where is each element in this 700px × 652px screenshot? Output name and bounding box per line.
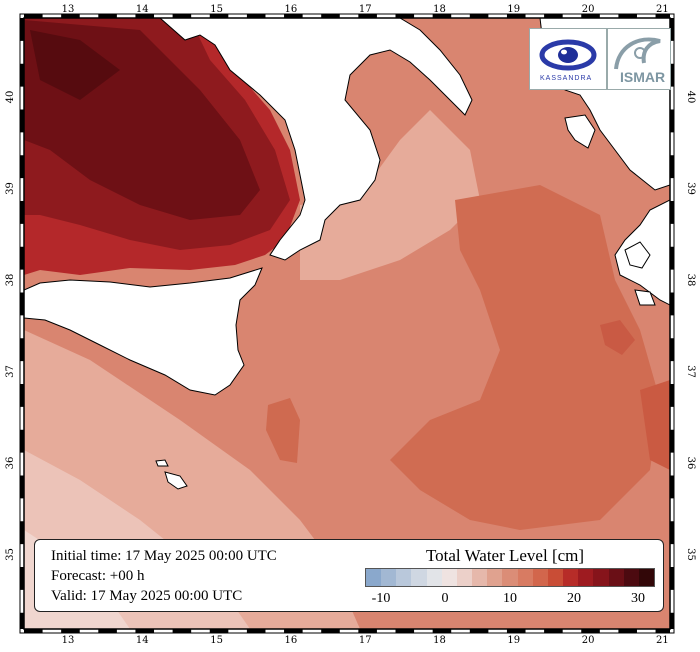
kassandra-logo-text: KASSANDRA xyxy=(540,75,593,82)
latitude-tick-label: 38 xyxy=(685,274,696,287)
kassandra-logo: KASSANDRA xyxy=(529,28,607,90)
latitude-tick-label: 35 xyxy=(5,548,16,561)
longitude-tick-label: 19 xyxy=(507,4,520,15)
latitude-tick-label: 40 xyxy=(5,91,16,104)
colorbar-label-20: 20 xyxy=(567,591,581,606)
colorbar-swatch xyxy=(593,569,609,586)
colorbar-swatch xyxy=(426,569,442,586)
colorbar-title: Total Water Level [cm] xyxy=(425,546,585,565)
colorbar-swatch xyxy=(472,569,488,586)
ismar-logo: ISMAR xyxy=(607,28,671,90)
colorbar-swatch xyxy=(623,569,639,586)
latitude-tick-label: 36 xyxy=(685,457,696,470)
colorbar-swatch xyxy=(396,569,412,586)
sea-dark-patch-2 xyxy=(600,320,635,355)
latitude-tick-label: 37 xyxy=(5,365,16,378)
latitude-tick-label: 37 xyxy=(685,365,696,378)
longitude-tick-label: 13 xyxy=(62,635,75,646)
colorbar-swatch xyxy=(487,569,503,586)
frame-checker xyxy=(20,14,674,633)
latitude-labels-left: 40 39 38 37 36 35 xyxy=(5,91,16,561)
colorbar-swatch xyxy=(563,569,579,586)
latitude-tick-label: 39 xyxy=(5,182,16,195)
map-frame xyxy=(23,17,671,630)
colorbar-label-minus10: -10 xyxy=(371,591,391,606)
longitude-tick-label: 17 xyxy=(359,635,372,646)
land-cephalonia xyxy=(624,241,651,269)
latitude-tick-label: 36 xyxy=(5,457,16,470)
longitude-tick-label: 19 xyxy=(507,635,520,646)
latitude-tick-label: 40 xyxy=(685,91,696,104)
land-italy xyxy=(159,18,473,261)
initial-time-text: Initial time: 17 May 2025 00:00 UTC xyxy=(51,548,277,564)
longitude-tick-label: 18 xyxy=(433,635,446,646)
colorbar-label-30: 30 xyxy=(631,591,645,606)
sea-dark-patch xyxy=(266,398,300,463)
sea-light-ionian-north xyxy=(300,110,480,280)
forecast-info-panel: Initial time: 17 May 2025 00:00 UTC Fore… xyxy=(34,539,664,612)
longitude-tick-label: 16 xyxy=(285,4,298,15)
colorbar-swatch xyxy=(411,569,427,586)
land-malta xyxy=(164,471,188,490)
colorbar-swatch xyxy=(366,569,382,586)
colorbar-swatch xyxy=(502,569,518,586)
colorbar-swatch xyxy=(532,569,548,586)
sea-dark-east xyxy=(390,185,660,530)
longitude-tick-label: 16 xyxy=(285,635,298,646)
land-gozo xyxy=(155,459,169,467)
colorbar-label-10: 10 xyxy=(503,591,517,606)
colorbar-swatch xyxy=(517,569,533,586)
longitude-tick-label: 14 xyxy=(136,635,149,646)
colorbar-swatch xyxy=(608,569,624,586)
colorbar-swatch xyxy=(441,569,457,586)
longitude-tick-label: 18 xyxy=(433,4,446,15)
colorbar-label-0: 0 xyxy=(441,591,449,606)
longitude-tick-label: 15 xyxy=(210,635,223,646)
land-sicily xyxy=(24,267,263,396)
latitude-tick-label: 38 xyxy=(5,274,16,287)
longitude-tick-label: 15 xyxy=(210,4,223,15)
forecast-text: Forecast: +00 h xyxy=(51,568,145,584)
longitude-tick-label: 20 xyxy=(582,4,595,15)
kassandra-eye-icon xyxy=(539,39,597,71)
colorbar-swatch xyxy=(547,569,564,586)
land-zakynthos xyxy=(634,289,656,306)
latitude-tick-label: 35 xyxy=(685,548,696,561)
longitude-tick-label: 13 xyxy=(62,4,75,15)
latitude-tick-label: 39 xyxy=(685,182,696,195)
longitude-tick-label: 21 xyxy=(656,635,669,646)
longitude-tick-label: 17 xyxy=(359,4,372,15)
sea-dark-east-2 xyxy=(640,380,670,470)
valid-time-text: Valid: 17 May 2025 00:00 UTC xyxy=(51,588,243,604)
ismar-wave-icon xyxy=(614,37,661,70)
longitude-tick-label: 21 xyxy=(656,4,669,15)
latitude-labels-right: 40 39 38 37 36 35 xyxy=(685,91,696,561)
colorbar-swatch xyxy=(381,569,397,586)
sea-tyrrhenian-darkest xyxy=(30,30,120,100)
longitude-labels-top: 13 14 15 16 17 18 19 20 21 xyxy=(62,4,669,15)
colorbar xyxy=(365,568,655,587)
ismar-logo-text: ISMAR xyxy=(620,69,666,85)
colorbar-swatch xyxy=(456,569,473,586)
longitude-labels-bottom: 13 14 15 16 17 18 19 20 21 xyxy=(62,635,669,646)
colorbar-swatch xyxy=(578,569,594,586)
longitude-tick-label: 20 xyxy=(582,635,595,646)
longitude-tick-label: 14 xyxy=(136,4,149,15)
land-corfu xyxy=(564,114,596,149)
colorbar-swatch xyxy=(638,569,654,586)
